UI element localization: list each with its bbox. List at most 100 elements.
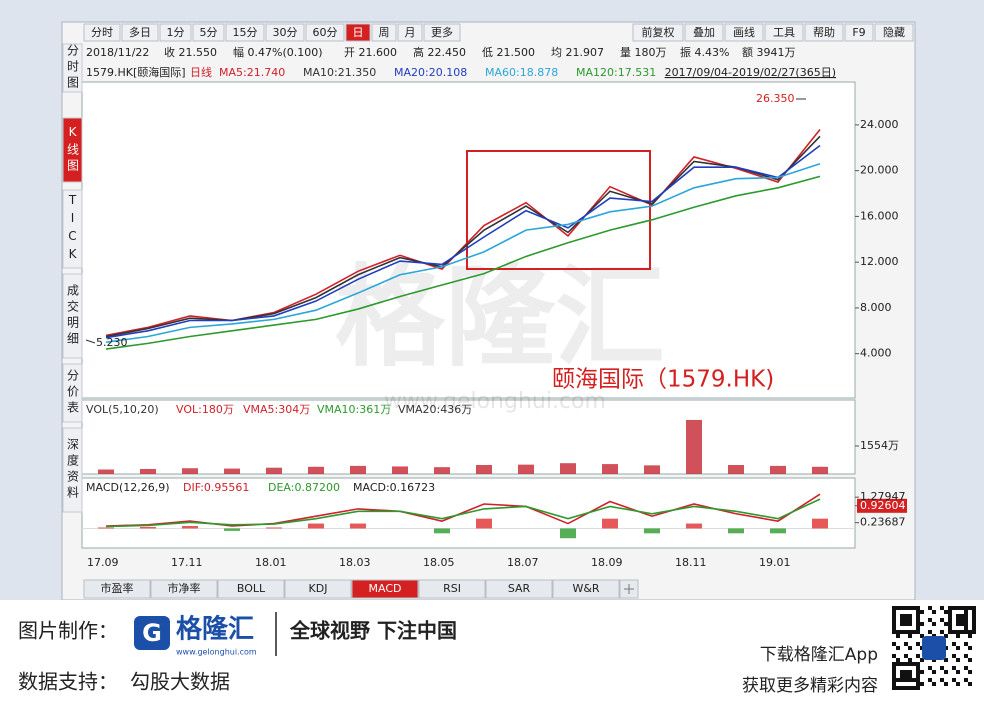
qr-cell <box>900 614 904 618</box>
sidebar-label[interactable]: 分价表 <box>66 369 80 417</box>
qr-cell <box>920 610 924 614</box>
toolbar-button[interactable] <box>265 23 305 42</box>
toolbar-button[interactable] <box>764 23 804 42</box>
qr-cell <box>948 618 952 622</box>
bottom-tab[interactable] <box>284 579 352 599</box>
qr-cell <box>908 622 912 626</box>
y-tick-label: 4.000 <box>860 347 892 360</box>
legend-entry: VOL(5,10,20) <box>86 403 159 416</box>
toolbar-button[interactable] <box>804 23 844 42</box>
bottom-tab-label[interactable]: KDJ <box>309 582 328 595</box>
sidebar-tab[interactable] <box>62 273 83 359</box>
sidebar-tab[interactable] <box>62 189 83 269</box>
bottom-tab-label[interactable]: BOLL <box>237 582 266 595</box>
qr-cell <box>896 658 900 662</box>
toolbar-button[interactable] <box>192 23 225 42</box>
toolbar-label[interactable]: 画线 <box>733 25 755 39</box>
toolbar-button[interactable] <box>371 23 397 42</box>
bottom-tab[interactable] <box>418 579 486 599</box>
toolbar-button[interactable] <box>724 23 764 42</box>
toolbar-label[interactable]: 30分 <box>273 26 298 39</box>
toolbar-label[interactable]: 叠加 <box>693 26 715 39</box>
volume-bar <box>770 465 786 474</box>
toolbar-label[interactable]: 5分 <box>200 26 218 39</box>
qr-cell <box>896 634 900 638</box>
sidebar-tab[interactable] <box>62 363 83 423</box>
sidebar-tab[interactable] <box>62 43 83 93</box>
toolbar-label[interactable]: 前复权 <box>642 25 675 39</box>
sidebar-tab[interactable] <box>62 117 83 183</box>
toolbar-label[interactable]: 15分 <box>233 26 258 39</box>
bottom-tab-label[interactable]: SAR <box>508 582 531 595</box>
qr-cell <box>912 678 916 682</box>
bottom-tab-label[interactable]: 市盈率 <box>101 581 134 595</box>
toolbar-label[interactable]: 日 <box>353 26 364 39</box>
legend-entry: MACD:0.16723 <box>353 481 435 494</box>
sidebar-label[interactable]: 深度资料 <box>66 438 80 502</box>
qr-cell <box>916 642 920 646</box>
qr-cell <box>952 678 956 682</box>
toolbar-label[interactable]: 分时 <box>91 26 113 39</box>
toolbar-label[interactable]: 工具 <box>773 26 795 39</box>
toolbar-button[interactable] <box>83 23 121 42</box>
toolbar-label[interactable]: 帮助 <box>813 25 835 39</box>
toolbar-button[interactable] <box>632 23 684 42</box>
bottom-tab-label[interactable]: W&R <box>572 582 599 595</box>
bottom-tab-label[interactable]: RSI <box>443 582 461 595</box>
toolbar-button[interactable] <box>423 23 461 42</box>
bottom-tab[interactable] <box>217 579 285 599</box>
toolbar-label[interactable]: 多日 <box>129 25 151 39</box>
macd-bar <box>266 527 282 529</box>
qr-cell <box>956 658 960 662</box>
bottom-tab-label[interactable]: 市净率 <box>168 581 201 595</box>
toolbar-label[interactable]: 周 <box>379 26 390 39</box>
qr-cell <box>892 662 896 666</box>
toolbar-button[interactable] <box>225 23 265 42</box>
series-line <box>105 175 821 350</box>
qr-cell <box>972 606 976 610</box>
bottom-tab[interactable] <box>150 579 218 599</box>
qr-cell <box>928 630 932 634</box>
bottom-tab[interactable] <box>552 579 620 599</box>
toolbar-button[interactable] <box>874 23 914 42</box>
chart-title: 颐海国际（1579.HK) <box>552 367 774 393</box>
toolbar-button[interactable] <box>159 23 192 42</box>
toolbar-button[interactable] <box>397 23 423 42</box>
sidebar-label[interactable]: K线图 <box>66 125 80 175</box>
toolbar-label[interactable]: 更多 <box>431 25 453 39</box>
legend-entry: MA120:17.531 <box>576 66 656 79</box>
toolbar-button[interactable] <box>305 23 345 42</box>
qr-cell <box>932 610 936 614</box>
qr-cell <box>972 622 976 626</box>
sidebar-label[interactable]: 分时图 <box>66 44 80 92</box>
toolbar-button[interactable] <box>345 23 371 42</box>
qr-cell <box>900 606 904 610</box>
qr-cell <box>892 610 896 614</box>
y-tick-label: 8.000 <box>860 301 892 314</box>
toolbar-label[interactable]: F9 <box>852 26 865 39</box>
quote-info: 开 21.600 <box>344 46 397 59</box>
qr-cell <box>912 606 916 610</box>
sidebar-tab[interactable] <box>62 427 83 513</box>
bottom-tab[interactable] <box>351 579 419 599</box>
toolbar-label[interactable]: 60分 <box>313 26 338 39</box>
toolbar-button[interactable] <box>844 23 874 42</box>
sidebar-label[interactable]: 成交明细 <box>66 284 80 348</box>
y-tick-label: 0.92604 <box>860 499 906 512</box>
bottom-tab[interactable] <box>83 579 151 599</box>
legend-entry: MACD(12,26,9) <box>86 481 170 494</box>
bottom-tab[interactable] <box>485 579 553 599</box>
qr-cell <box>920 670 924 674</box>
toolbar-button[interactable] <box>121 23 159 42</box>
qr-cell <box>904 614 908 618</box>
toolbar-label[interactable]: 隐藏 <box>883 26 905 39</box>
quote-info: 量 180万 <box>620 46 667 59</box>
footer-data-by: 数据支持： <box>18 670 118 694</box>
sidebar-label[interactable]: TICK <box>66 193 80 265</box>
toolbar-label[interactable]: 月 <box>405 26 416 39</box>
toolbar-button[interactable] <box>684 23 724 42</box>
qr-cell <box>916 606 920 610</box>
qr-cell <box>956 630 960 634</box>
toolbar-label[interactable]: 1分 <box>167 26 185 39</box>
bottom-tab-label[interactable]: MACD <box>369 582 402 595</box>
